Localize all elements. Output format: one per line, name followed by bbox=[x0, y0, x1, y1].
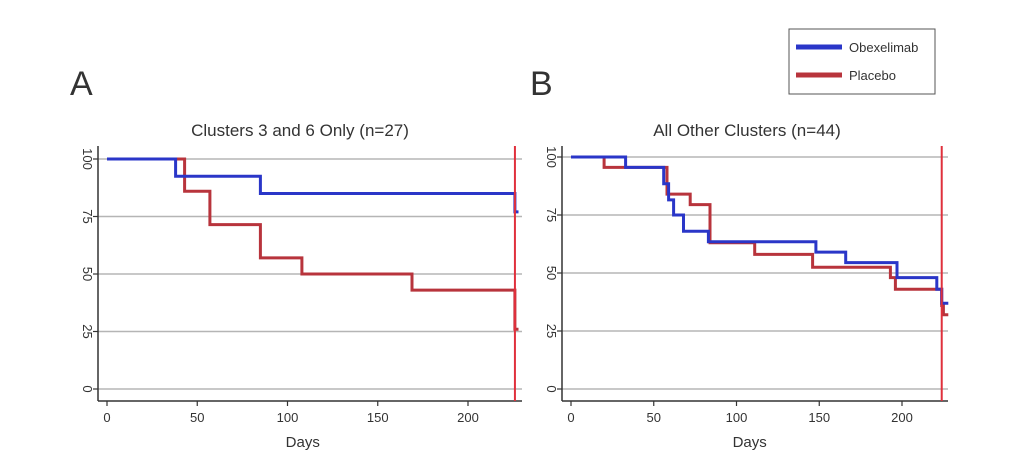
x-axis-title: Days bbox=[733, 434, 767, 451]
legend-box bbox=[788, 28, 936, 95]
legend-label-placebo: Placebo bbox=[849, 68, 896, 83]
x-tick-label: 50 bbox=[190, 410, 204, 425]
y-tick-label: 100 bbox=[544, 146, 559, 168]
y-tick-label: 25 bbox=[80, 324, 95, 338]
x-tick-label: 50 bbox=[647, 410, 661, 425]
x-tick-label: 200 bbox=[891, 410, 913, 425]
x-tick-label: 0 bbox=[103, 410, 110, 425]
y-tick-label: 50 bbox=[80, 267, 95, 281]
y-tick-label: 50 bbox=[544, 266, 559, 280]
series-line-obexelimab bbox=[571, 155, 949, 305]
legend: Obexelimab Placebo bbox=[788, 28, 936, 95]
x-tick-label: 150 bbox=[808, 410, 830, 425]
x-tick-label: 200 bbox=[457, 410, 479, 425]
x-tick-label: 100 bbox=[277, 410, 299, 425]
y-tick-label: 0 bbox=[544, 385, 559, 392]
x-tick-label: 0 bbox=[567, 410, 574, 425]
series-line-obexelimab bbox=[107, 157, 519, 214]
y-tick-label: 75 bbox=[544, 208, 559, 222]
x-axis-title: Days bbox=[286, 434, 320, 451]
series-line-placebo bbox=[107, 157, 519, 331]
chart-title: All Other Clusters (n=44) bbox=[653, 121, 841, 140]
x-tick-label: 100 bbox=[726, 410, 748, 425]
legend-label-obexelimab: Obexelimab bbox=[849, 40, 918, 55]
y-tick-label: 75 bbox=[80, 209, 95, 223]
series-line-placebo bbox=[571, 155, 949, 317]
y-tick-label: 0 bbox=[80, 385, 95, 392]
y-tick-label: 100 bbox=[80, 148, 95, 170]
chart-title: Clusters 3 and 6 Only (n=27) bbox=[191, 121, 409, 140]
y-tick-label: 25 bbox=[544, 324, 559, 338]
x-tick-label: 150 bbox=[367, 410, 389, 425]
panel-letter: A bbox=[70, 65, 93, 103]
chart-panel-a: A Clusters 3 and 6 Only (n=27) 0 25 50 75 100 0… bbox=[70, 65, 522, 451]
panel-letter: B bbox=[530, 65, 553, 103]
chart-panel-b: B All Other Clusters (n=44) 0 25 50 75 100 0 50 1… bbox=[530, 65, 949, 451]
